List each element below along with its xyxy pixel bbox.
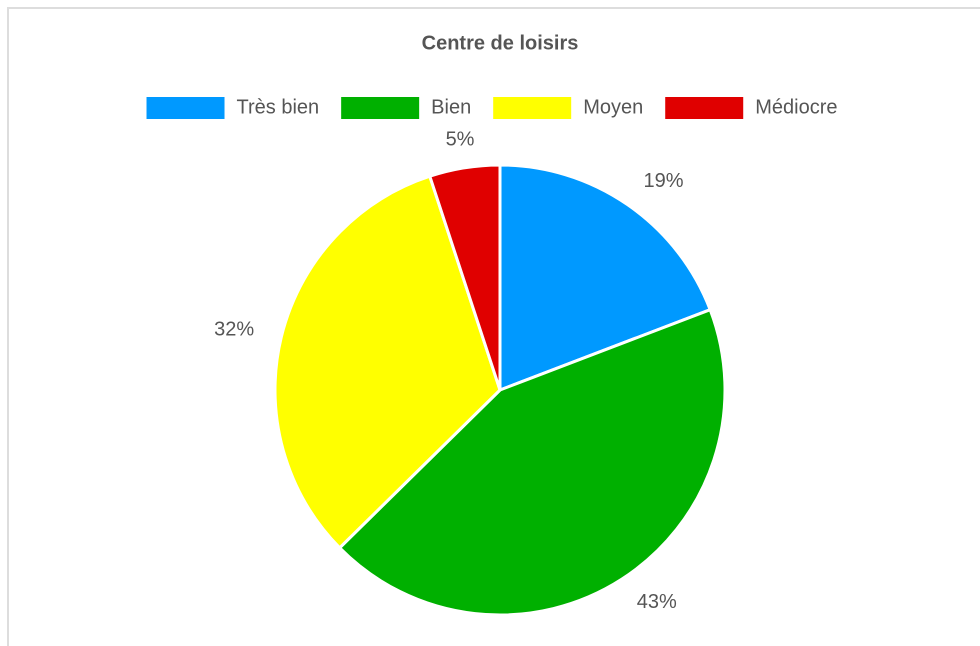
pie-slice — [427, 163, 502, 391]
chart-title: Centre de loisirs — [422, 32, 579, 54]
legend-swatch — [665, 97, 744, 119]
pie-slice — [498, 163, 713, 393]
legend-swatch — [493, 97, 572, 119]
legend-label: Bien — [431, 96, 471, 118]
data-label: 5% — [446, 128, 475, 150]
data-label: 32% — [214, 319, 254, 341]
data-label: 19% — [643, 170, 683, 192]
legend-label: Médiocre — [755, 96, 837, 118]
legend-swatch — [146, 97, 225, 119]
pie-slice — [273, 174, 502, 550]
data-label: 43% — [637, 591, 677, 613]
legend-label: Très bien — [237, 96, 320, 118]
legend-swatch — [341, 97, 420, 119]
legend-label: Moyen — [583, 96, 643, 118]
pie-slice — [337, 307, 727, 617]
